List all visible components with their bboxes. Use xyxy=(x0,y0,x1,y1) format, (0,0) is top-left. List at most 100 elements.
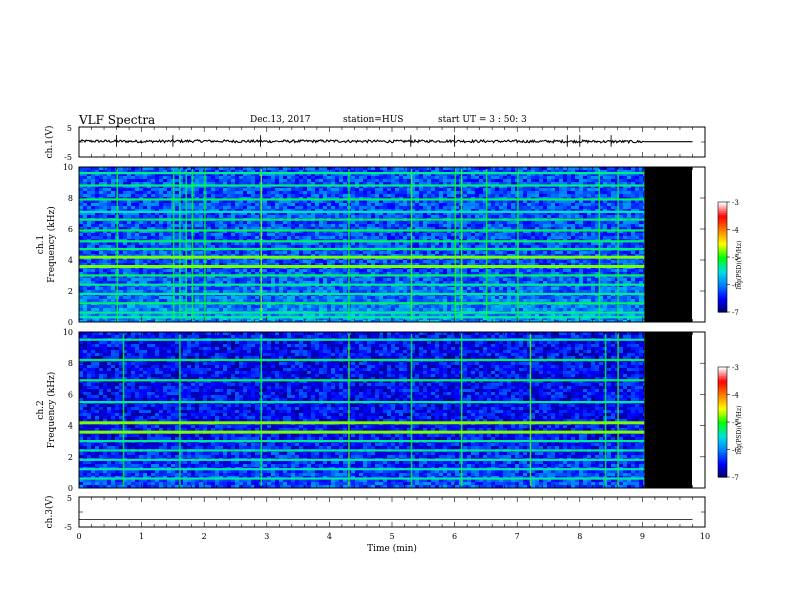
colorbar-cell xyxy=(718,423,727,427)
burst-streak xyxy=(617,334,619,486)
spectral-line xyxy=(79,358,645,362)
burst-streak xyxy=(348,169,350,320)
y-tick-label: 6 xyxy=(68,225,73,234)
burst-streak xyxy=(179,169,181,320)
burst-streak xyxy=(604,334,607,486)
colorbar-cell xyxy=(718,436,727,440)
colorbar-cell xyxy=(718,462,727,465)
burst-streak xyxy=(116,169,119,320)
colorbar-cell xyxy=(718,403,727,407)
colorbar-cell xyxy=(718,381,727,385)
spectral-line xyxy=(79,440,645,443)
spectral-line xyxy=(79,401,645,404)
colorbar-cell xyxy=(718,438,727,441)
x-axis-label: Time (min) xyxy=(367,543,417,554)
colorbar-tick-label: -3 xyxy=(732,364,739,372)
colorbar-cell xyxy=(718,376,727,379)
colorbar-tick-label: -4 xyxy=(732,227,739,235)
y-tick-label: 8 xyxy=(68,359,73,368)
colorbar-cell xyxy=(718,246,727,249)
colorbar-cell xyxy=(718,378,727,381)
colorbar-cell xyxy=(718,394,727,397)
y-tick-label: 4 xyxy=(68,422,73,431)
spectral-line xyxy=(79,421,645,425)
colorbar-cell xyxy=(718,467,727,471)
colorbar-cell xyxy=(718,385,727,388)
colorbar-cell xyxy=(718,367,727,370)
spectral-line xyxy=(79,274,645,277)
y-axis-label-channel: ch.2 xyxy=(36,400,46,419)
colorbar-cell xyxy=(718,218,727,221)
y-tick-label: 8 xyxy=(68,194,73,203)
colorbar-tick-label: -7 xyxy=(732,309,739,317)
colorbar-cell xyxy=(718,224,727,227)
colorbar-cell xyxy=(718,284,727,287)
burst-streak xyxy=(460,169,463,320)
spectral-line xyxy=(79,218,645,221)
burst-streak xyxy=(454,169,457,320)
colorbar-cell xyxy=(718,247,727,251)
colorbar-cell xyxy=(718,293,727,297)
no-data-region xyxy=(644,167,692,322)
colorbar-tick-label: -4 xyxy=(732,392,739,400)
x-tick-label: 10 xyxy=(700,532,710,541)
colorbar-cell xyxy=(718,214,727,218)
colorbar-cell xyxy=(718,268,727,271)
colorbar-cell xyxy=(718,434,727,438)
colorbar-cell xyxy=(718,451,727,454)
colorbar-cell xyxy=(718,222,727,225)
burst-streak xyxy=(598,169,601,320)
colorbar-cell xyxy=(718,227,727,231)
colorbar-cell xyxy=(718,411,727,414)
colorbar-cell xyxy=(718,471,727,474)
colorbar-tick-label: -5 xyxy=(732,254,739,262)
colorbar-cell xyxy=(718,216,727,220)
spectral-line xyxy=(79,184,645,187)
colorbar-cell xyxy=(718,220,727,223)
colorbar-cell xyxy=(718,308,727,311)
colorbar-cell xyxy=(718,277,727,280)
colorbar-cell xyxy=(718,297,727,300)
colorbar-cell xyxy=(718,407,727,410)
colorbar-cell xyxy=(718,412,727,416)
colorbar-cell xyxy=(718,442,727,445)
burst-streak xyxy=(410,334,413,486)
spectral-line xyxy=(79,379,645,382)
spectral-line xyxy=(79,229,645,232)
x-tick-label: 1 xyxy=(139,532,144,541)
colorbar-cell xyxy=(718,244,727,247)
y-tick-label: 10 xyxy=(63,328,73,337)
panel-0-frame xyxy=(78,126,706,158)
spectral-line xyxy=(79,311,645,314)
colorbar-cell xyxy=(718,310,727,313)
station-label: station=HUS xyxy=(343,115,404,125)
colorbar-cell xyxy=(718,427,727,430)
ch3-waveform: 5 -5 ch.3(V) Time (min) xyxy=(44,494,705,554)
colorbar-cell xyxy=(718,266,727,269)
spectral-line xyxy=(79,449,645,452)
x-tick-label: 2 xyxy=(202,532,207,541)
colorbar-cell xyxy=(718,258,727,262)
colorbar-cell xyxy=(718,288,727,291)
spectral-line xyxy=(79,198,645,201)
spectral-line xyxy=(79,172,645,175)
colorbar-cell xyxy=(718,290,727,293)
burst-streak xyxy=(179,334,181,486)
colorbar-cell xyxy=(718,409,727,412)
colorbar-cell xyxy=(718,262,727,265)
colorbar-cell xyxy=(718,207,727,210)
colorbar-tick-label: -5 xyxy=(732,419,739,427)
colorbar-cell xyxy=(718,231,727,234)
x-tick-label: 4 xyxy=(327,532,332,541)
colorbar-cell xyxy=(718,447,727,451)
burst-streak xyxy=(517,169,519,320)
burst-streak xyxy=(617,169,619,320)
y-tick-label: -5 xyxy=(64,153,72,162)
x-tick-label: 7 xyxy=(515,532,520,541)
ch1-spectrogram: 0 2 4 6 8 10 ch.1 Frequency (kHz) -3 -4 -5 -6 -7 log(… xyxy=(36,163,743,327)
y-tick-label: 0 xyxy=(68,318,73,327)
spectral-line xyxy=(79,468,645,471)
burst-streak xyxy=(260,334,263,486)
spectral-line xyxy=(79,458,645,461)
